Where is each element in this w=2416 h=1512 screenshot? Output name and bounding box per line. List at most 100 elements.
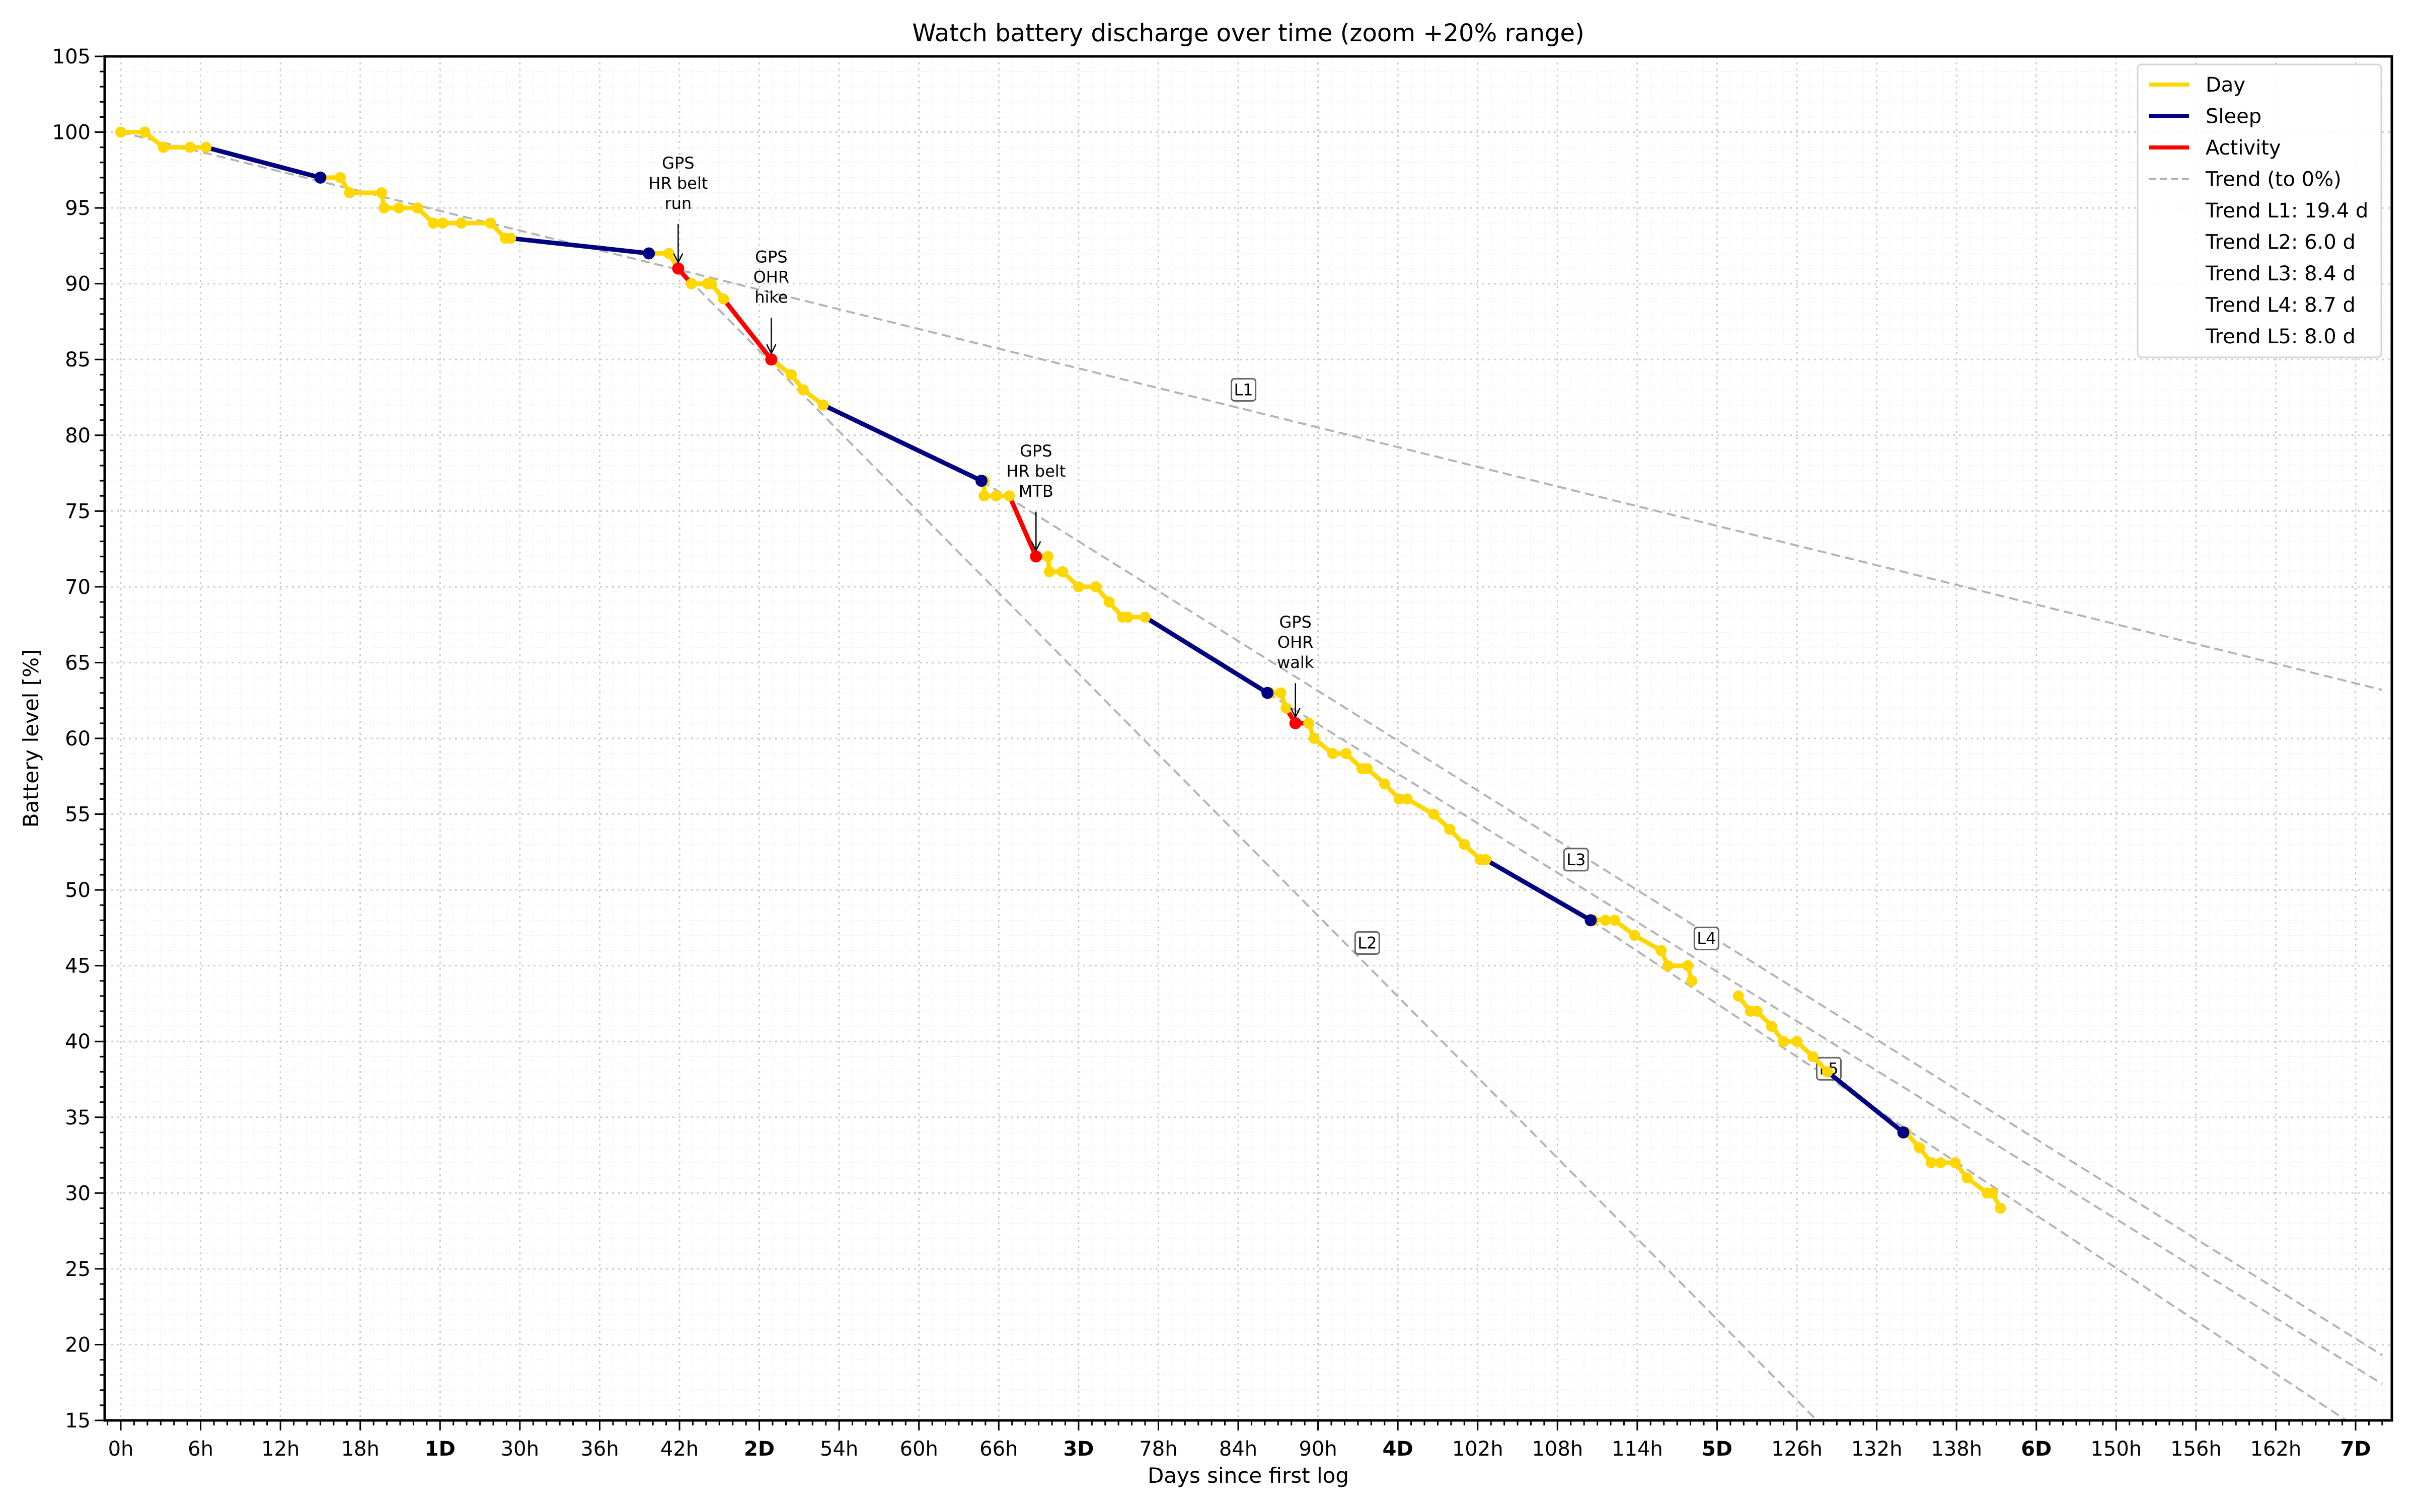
day-point (991, 490, 1002, 502)
legend-box (2137, 63, 2382, 358)
day-point (1043, 566, 1055, 577)
annotation-text: GPS (662, 154, 694, 173)
x-tick-label: 6D (2021, 1438, 2052, 1461)
x-tick-label: 36h (580, 1438, 619, 1461)
day-point (1401, 793, 1413, 805)
y-tick-label: 15 (65, 1409, 91, 1432)
day-point (1682, 960, 1694, 971)
day-point (1428, 808, 1440, 820)
day-point (115, 126, 126, 138)
day-point (1308, 733, 1320, 744)
annotation-text: OHR (1277, 633, 1313, 652)
x-tick-label: 18h (341, 1438, 380, 1461)
day-point (718, 293, 729, 305)
annotation-text: OHR (753, 268, 789, 287)
series-day-line (981, 478, 1012, 498)
trend-tag-label: L4 (1697, 929, 1716, 948)
day-point (1600, 915, 1611, 926)
x-tick-label: 156h (2170, 1438, 2222, 1461)
y-tick-label: 55 (65, 803, 91, 826)
day-point (1987, 1187, 1998, 1199)
trend-tag-label: L1 (1234, 380, 1253, 399)
trend-line-l3 (980, 480, 2383, 1356)
day-point (1073, 581, 1084, 592)
day-point (1459, 839, 1470, 850)
day-point (1766, 1021, 1777, 1032)
legend-label: Trend (to 0%) (2205, 168, 2342, 191)
data-series (115, 126, 2006, 1214)
arrowhead-icon (1031, 541, 1041, 552)
series-sleep-line (1825, 1069, 1906, 1135)
day-point (158, 141, 169, 153)
day-point (139, 126, 150, 138)
day-point (200, 141, 212, 153)
x-tick-label: 1D (425, 1438, 456, 1461)
x-tick-label: 78h (1139, 1438, 1177, 1461)
trend-tag-box (1563, 848, 1589, 872)
activity-point (672, 262, 685, 275)
day-point (379, 202, 390, 214)
y-tick-label: 35 (65, 1106, 91, 1129)
day-point (412, 202, 423, 214)
axes: 0h 6h 12h 18h 1D 30h 36h 42h 2D 54h 60h 66h 3D 78h 84h… (52, 45, 2383, 1461)
day-point (1629, 930, 1640, 941)
x-tick-label: 132h (1851, 1438, 1903, 1461)
day-point (1925, 1157, 1937, 1169)
day-point (1275, 687, 1287, 699)
day-point (1122, 612, 1134, 623)
y-axis-label: Battery level [%] (19, 649, 43, 828)
x-tick-label: 162h (2250, 1438, 2302, 1461)
day-point (1732, 990, 1744, 1002)
day-point (686, 278, 697, 289)
day-point (456, 217, 467, 229)
day-point (1609, 915, 1620, 926)
series-activity-line (721, 296, 794, 377)
day-point (376, 187, 387, 198)
day-point (1662, 960, 1674, 971)
x-tick-label: 2D (744, 1438, 775, 1461)
x-tick-label: 4D (1383, 1438, 1413, 1461)
day-point (335, 172, 346, 183)
day-point (817, 399, 829, 411)
x-tick-label: 126h (1771, 1438, 1823, 1461)
annotation-text: run (664, 194, 692, 213)
series-sleep-line (820, 403, 984, 483)
sleep-point (1897, 1126, 1910, 1139)
day-point (393, 202, 405, 214)
trend-line-l1 (120, 131, 2383, 691)
x-tick-label: 30h (501, 1438, 539, 1461)
trend-tag-box (1354, 931, 1380, 955)
day-point (1004, 490, 1015, 502)
y-tick-label: 60 (65, 727, 91, 750)
annotation-text: hike (754, 288, 788, 307)
y-tick-label: 70 (65, 576, 91, 599)
annotation-text: MTB (1019, 482, 1053, 501)
day-point (1791, 1036, 1802, 1047)
y-tick-label: 105 (52, 45, 91, 68)
x-tick-label: 3D (1063, 1438, 1094, 1461)
chart-title: Watch battery discharge over time (zoom … (912, 19, 1584, 47)
activity-point (765, 353, 778, 366)
day-point (1949, 1157, 1961, 1169)
day-point (505, 233, 516, 244)
trend-tag-label: L2 (1357, 934, 1377, 953)
x-tick-label: 66h (979, 1438, 1018, 1461)
day-point (1807, 1051, 1819, 1063)
x-tick-label: 0h (108, 1438, 134, 1461)
y-tick-label: 100 (52, 121, 91, 144)
series-day-line (769, 357, 825, 408)
series-sleep-line (1143, 615, 1270, 696)
day-point (1103, 596, 1115, 608)
day-point (1961, 1172, 1973, 1184)
day-point (428, 217, 439, 229)
legend-label: Trend L3: 8.4 d (2205, 262, 2356, 285)
y-tick-label: 85 (65, 348, 91, 371)
y-tick-label: 30 (65, 1182, 91, 1205)
x-tick-label: 114h (1612, 1438, 1663, 1461)
y-tick-label: 90 (65, 273, 91, 296)
arrowhead-icon (1290, 708, 1301, 719)
activity-point (1030, 550, 1042, 563)
y-tick-label: 25 (65, 1258, 91, 1281)
